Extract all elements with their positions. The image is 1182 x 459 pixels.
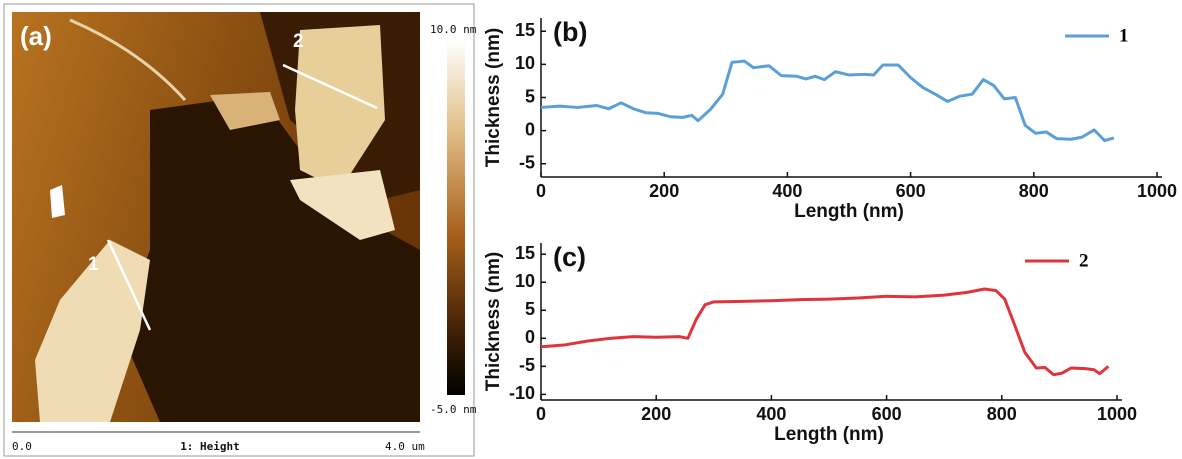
x-tick-label: 1000: [1097, 404, 1137, 424]
x-tick-label: 600: [896, 181, 926, 201]
flake: [210, 92, 280, 130]
wrinkle: [69, 18, 187, 102]
y-axis-label: Thickness (nm): [483, 28, 504, 167]
y-tick-label: 10: [515, 271, 535, 291]
y-tick-label: 10: [515, 53, 535, 73]
legend-label: 1: [1119, 25, 1129, 46]
x-tick-label: 400: [772, 181, 802, 201]
profile-line: [282, 63, 378, 110]
scale-end: 4.0 um: [385, 440, 425, 453]
colorbar-max: 10.0 nm: [430, 23, 477, 36]
x-tick-label: 600: [872, 404, 902, 424]
legend-label: 2: [1079, 250, 1089, 271]
profile-line: [106, 239, 152, 331]
data-line: [540, 287, 1110, 377]
x-axis-label: Length (nm): [794, 201, 904, 222]
colorbar: [447, 40, 465, 395]
dark-region: [120, 95, 420, 422]
flake: [35, 240, 150, 422]
y-tick-label: 15: [515, 243, 535, 263]
flake: [295, 25, 385, 190]
y-tick-label: -10: [509, 383, 535, 403]
x-tick-label: 200: [649, 181, 679, 201]
afm-panel: (a) 1 2 10.0 nm -5.0 nm 0.0 1: Height 4.…: [3, 3, 477, 457]
data-line: [540, 59, 1115, 143]
y-tick-label: 0: [525, 119, 535, 139]
line-label: 2: [293, 31, 304, 52]
x-tick-label: 1000: [1137, 181, 1177, 201]
flake: [50, 185, 65, 218]
y-tick-label: 5: [525, 299, 535, 319]
y-tick-label: 15: [515, 20, 535, 40]
x-tick-label: 0: [536, 404, 546, 424]
panel-label: (b): [553, 17, 587, 47]
y-tick-label: 0: [525, 327, 535, 347]
channel-label: 1: Height: [180, 440, 240, 453]
y-tick-label: -5: [519, 355, 535, 375]
x-tick-label: 800: [1019, 181, 1049, 201]
x-tick-label: 0: [536, 181, 546, 201]
x-tick-label: 800: [987, 404, 1017, 424]
panel-label: (a): [20, 21, 52, 51]
panel-label: (c): [553, 242, 586, 272]
scale-start: 0.0: [12, 440, 32, 453]
colorbar-min: -5.0 nm: [430, 403, 477, 416]
panel-frame: [3, 3, 475, 457]
x-axis-label: Length (nm): [774, 424, 884, 445]
x-tick-label: 400: [756, 404, 786, 424]
y-tick-label: 5: [525, 86, 535, 106]
x-tick-label: 200: [641, 404, 671, 424]
line-label: 1: [88, 254, 99, 275]
y-axis-label: Thickness (nm): [483, 252, 504, 391]
flake: [290, 170, 395, 240]
y-tick-label: -5: [519, 153, 535, 173]
